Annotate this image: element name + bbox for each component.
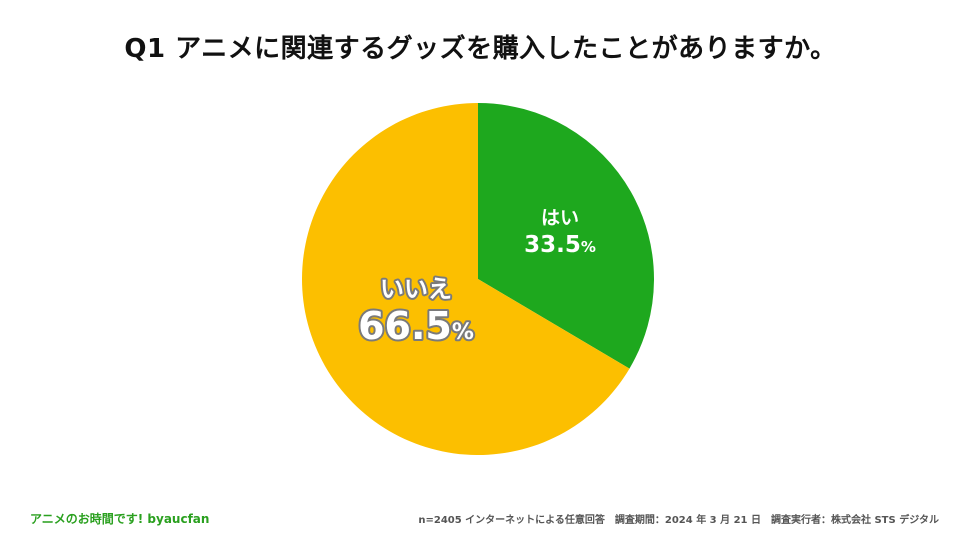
pie-slice-2 (301, 103, 630, 456)
footer-survey-note: n=2405 インターネットによる任意回答 調査期間：2024 年 3 月 21… (418, 515, 939, 526)
slice-value-2: 66.5% (358, 304, 474, 348)
slice-label-1: はい (541, 207, 579, 229)
pie-slices (301, 103, 654, 456)
slice-value-1: 33.5% (524, 232, 596, 258)
chart-title: Q1 アニメに関連するグッズを購入したことがありますか。 (124, 34, 837, 64)
pie-slice-1 (478, 103, 654, 369)
footer-brand: アニメのお時間です! byaucfan (30, 512, 210, 526)
slice-label-2: いいえ (380, 275, 452, 303)
